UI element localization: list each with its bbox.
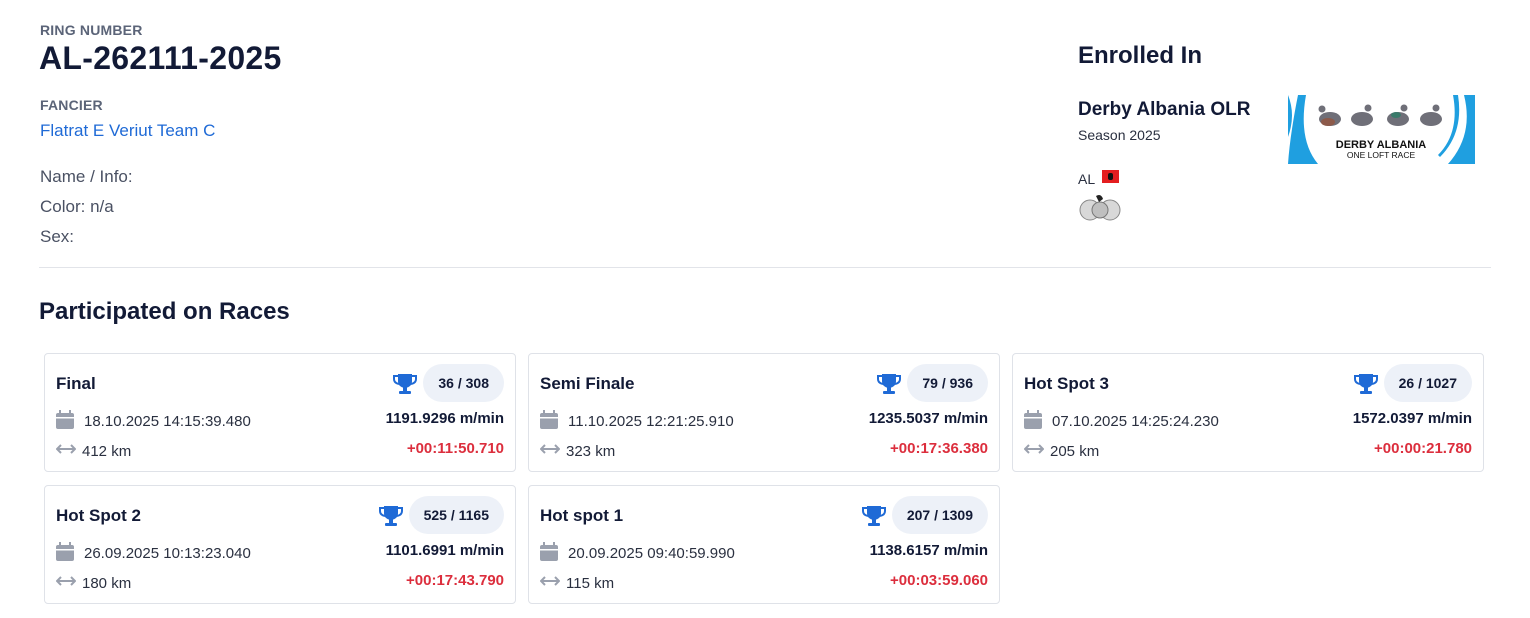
- race-date: 26.09.2025 10:13:23.040: [84, 545, 251, 562]
- calendar-icon: [56, 542, 74, 561]
- rank-badge: 36 / 308: [423, 364, 504, 402]
- distance-arrows-icon: [56, 576, 76, 586]
- race-name[interactable]: Final: [56, 374, 96, 393]
- race-card[interactable]: Hot Spot 3 26 / 1027 07.10.2025 14:25:24.2…: [1012, 353, 1484, 472]
- calendar-icon: [56, 410, 74, 429]
- race-distance: 412 km: [82, 443, 132, 460]
- rank-badge: 79 / 936: [907, 364, 988, 402]
- fancier-label: FANCIER: [40, 97, 103, 113]
- albania-flag-icon: [1102, 170, 1119, 183]
- country-code: AL: [1078, 171, 1096, 187]
- distance-arrows-icon: [540, 444, 560, 454]
- race-distance: 205 km: [1050, 443, 1100, 460]
- color-info: Color: n/a: [40, 197, 114, 216]
- trophy-icon: [393, 374, 417, 394]
- race-speed: 1572.0397 m/min: [1352, 410, 1472, 427]
- trophy-icon: [379, 506, 403, 526]
- race-card[interactable]: Final 36 / 308 18.10.2025 14:15:39.480 1191…: [44, 353, 516, 472]
- federation-badge-icon: [1079, 195, 1121, 221]
- sex-info: Sex:: [40, 227, 75, 246]
- name-info: Name / Info:: [40, 167, 133, 186]
- race-date: 18.10.2025 14:15:39.480: [84, 413, 251, 430]
- race-name[interactable]: Hot spot 1: [540, 506, 624, 525]
- race-card[interactable]: Hot spot 1 207 / 1309 20.09.2025 09:40:59.…: [528, 485, 1000, 604]
- race-speed: 1138.6157 m/min: [869, 542, 988, 559]
- ring-number-label: RING NUMBER: [40, 22, 143, 38]
- rank-badge: 525 / 1165: [408, 496, 504, 534]
- fancier-link[interactable]: Flatrat E Veriut Team C: [40, 121, 216, 140]
- trophy-icon: [1354, 374, 1378, 394]
- logo-text-2: ONE LOFT RACE: [1347, 150, 1416, 160]
- race-time-delta: +00:17:36.380: [890, 440, 988, 457]
- race-speed: 1235.5037 m/min: [868, 410, 988, 427]
- distance-arrows-icon: [1024, 444, 1044, 454]
- race-card[interactable]: Hot Spot 2 525 / 1165 26.09.2025 10:13:23.…: [44, 485, 516, 604]
- race-name[interactable]: Hot Spot 3: [1024, 374, 1109, 393]
- calendar-icon: [540, 410, 558, 429]
- race-distance: 180 km: [82, 575, 132, 592]
- race-time-delta: +00:17:43.790: [406, 572, 504, 589]
- race-date: 20.09.2025 09:40:59.990: [568, 545, 735, 562]
- enrolled-race-name[interactable]: Derby Albania OLR: [1078, 99, 1251, 120]
- rank-badge: 26 / 1027: [1383, 364, 1472, 402]
- trophy-icon: [862, 506, 886, 526]
- race-name[interactable]: Semi Finale: [540, 374, 635, 393]
- logo-text-1: DERBY ALBANIA: [1336, 139, 1427, 151]
- rank-badge: 207 / 1309: [891, 496, 988, 534]
- races-heading: Participated on Races: [39, 298, 290, 325]
- enrolled-season: Season 2025: [1078, 127, 1161, 143]
- race-distance: 115 km: [566, 575, 615, 592]
- derby-albania-logo: DERBY ALBANIA ONE LOFT RACE: [1288, 95, 1475, 164]
- race-speed: 1191.9296 m/min: [385, 410, 504, 427]
- trophy-icon: [877, 374, 901, 394]
- enrolled-in-heading: Enrolled In: [1078, 42, 1203, 69]
- race-distance: 323 km: [566, 443, 616, 460]
- section-divider: [39, 267, 1491, 268]
- distance-arrows-icon: [540, 576, 560, 586]
- race-name[interactable]: Hot Spot 2: [56, 506, 141, 525]
- race-time-delta: +00:11:50.710: [406, 440, 504, 457]
- calendar-icon: [1024, 410, 1042, 429]
- distance-arrows-icon: [56, 444, 76, 454]
- race-speed: 1101.6991 m/min: [385, 542, 504, 559]
- race-card[interactable]: Semi Finale 79 / 936 11.10.2025 12:21:25.9…: [528, 353, 1000, 472]
- page-title: AL-262111-2025: [39, 40, 282, 76]
- calendar-icon: [540, 542, 558, 561]
- race-time-delta: +00:03:59.060: [890, 572, 988, 589]
- race-time-delta: +00:00:21.780: [1374, 440, 1472, 457]
- race-date: 07.10.2025 14:25:24.230: [1052, 413, 1219, 430]
- race-date: 11.10.2025 12:21:25.910: [568, 413, 734, 430]
